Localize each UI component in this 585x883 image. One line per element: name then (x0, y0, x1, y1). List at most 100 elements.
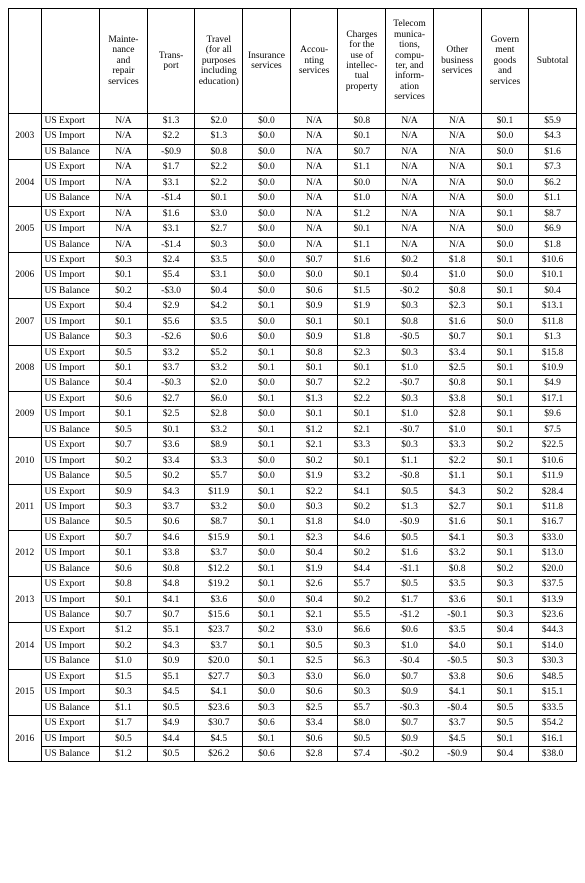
value-cell: $13.0 (529, 546, 577, 561)
value-cell: $4.1 (338, 484, 386, 499)
row-label: US Balance (41, 746, 100, 761)
value-cell: $4.5 (433, 731, 481, 746)
value-cell: $0.6 (147, 515, 195, 530)
col-head-9: Subtotal (529, 9, 577, 114)
value-cell: $11.8 (529, 314, 577, 329)
row-label: US Balance (41, 654, 100, 669)
value-cell: N/A (290, 222, 338, 237)
value-cell: $1.1 (386, 453, 434, 468)
value-cell: $0.5 (100, 345, 148, 360)
table-row: US Balance$1.1$0.5$23.6$0.3$2.5$5.7-$0.3… (9, 700, 577, 715)
value-cell: $4.0 (433, 638, 481, 653)
value-cell: $1.3 (147, 114, 195, 129)
value-cell: $0.5 (386, 484, 434, 499)
value-cell: $0.3 (243, 700, 291, 715)
value-cell: $5.7 (338, 700, 386, 715)
value-cell: $11.9 (529, 469, 577, 484)
value-cell: $10.6 (529, 252, 577, 267)
value-cell: $0.6 (481, 669, 529, 684)
row-label: US Export (41, 438, 100, 453)
table-body: 2003US ExportN/A$1.3$2.0$0.0N/A$0.8N/AN/… (9, 114, 577, 762)
value-cell: $0.0 (243, 546, 291, 561)
value-cell: -$0.2 (386, 283, 434, 298)
value-cell: $13.1 (529, 299, 577, 314)
table-row: US Import$0.3$3.7$3.2$0.0$0.3$0.2$1.3$2.… (9, 499, 577, 514)
value-cell: $4.0 (338, 515, 386, 530)
value-cell: $0.1 (481, 345, 529, 360)
value-cell: $5.6 (147, 314, 195, 329)
value-cell: $0.1 (481, 114, 529, 129)
table-row: US BalanceN/A-$1.4$0.3$0.0N/A$1.1N/AN/A$… (9, 237, 577, 252)
value-cell: $19.2 (195, 577, 243, 592)
services-trade-table: Mainte-nanceandrepairservicesTrans-portT… (8, 8, 577, 762)
value-cell: $0.6 (290, 283, 338, 298)
value-cell: -$0.1 (433, 608, 481, 623)
col-head-2: Travel(for allpurposesincludingeducation… (195, 9, 243, 114)
value-cell: $0.1 (243, 638, 291, 653)
value-cell: $0.0 (243, 129, 291, 144)
table-row: US Import$0.1$5.6$3.5$0.0$0.1$0.1$0.8$1.… (9, 314, 577, 329)
value-cell: $0.5 (386, 530, 434, 545)
value-cell: N/A (100, 237, 148, 252)
value-cell: $3.6 (195, 592, 243, 607)
value-cell: $0.6 (290, 731, 338, 746)
col-head-7: Otherbusinessservices (433, 9, 481, 114)
value-cell: $0.1 (481, 731, 529, 746)
row-label: US Import (41, 268, 100, 283)
value-cell: $0.0 (243, 175, 291, 190)
value-cell: N/A (386, 191, 434, 206)
table-row: 2006US Export$0.3$2.4$3.5$0.0$0.7$1.6$0.… (9, 252, 577, 267)
value-cell: $1.0 (100, 654, 148, 669)
value-cell: $2.8 (433, 407, 481, 422)
value-cell: $1.8 (338, 330, 386, 345)
value-cell: $0.0 (243, 237, 291, 252)
value-cell: $3.2 (195, 361, 243, 376)
value-cell: $6.2 (529, 175, 577, 190)
row-label: US Export (41, 252, 100, 267)
table-row: US ImportN/A$3.1$2.7$0.0N/A$0.1N/AN/A$0.… (9, 222, 577, 237)
value-cell: $0.1 (481, 469, 529, 484)
value-cell: $0.6 (100, 391, 148, 406)
value-cell: $3.0 (195, 206, 243, 221)
value-cell: $0.7 (100, 438, 148, 453)
value-cell: $3.7 (433, 716, 481, 731)
row-label: US Balance (41, 144, 100, 159)
row-label: US Export (41, 530, 100, 545)
table-row: US ImportN/A$2.2$1.3$0.0N/A$0.1N/AN/A$0.… (9, 129, 577, 144)
value-cell: $3.3 (433, 438, 481, 453)
value-cell: $0.2 (100, 638, 148, 653)
value-cell: $1.3 (195, 129, 243, 144)
year-cell: 2003 (9, 114, 42, 160)
value-cell: $3.0 (290, 623, 338, 638)
value-cell: $0.2 (290, 453, 338, 468)
value-cell: $0.1 (243, 484, 291, 499)
value-cell: $2.8 (290, 746, 338, 761)
value-cell: $0.3 (386, 438, 434, 453)
value-cell: $2.5 (147, 407, 195, 422)
value-cell: $0.0 (243, 144, 291, 159)
value-cell: $4.5 (147, 685, 195, 700)
value-cell: N/A (290, 129, 338, 144)
value-cell: $17.1 (529, 391, 577, 406)
value-cell: $1.3 (290, 391, 338, 406)
value-cell: $0.1 (243, 731, 291, 746)
value-cell: $3.7 (147, 361, 195, 376)
value-cell: $20.0 (529, 561, 577, 576)
value-cell: $0.1 (243, 515, 291, 530)
value-cell: $0.1 (100, 314, 148, 329)
value-cell: $0.4 (195, 283, 243, 298)
table-row: 2008US Export$0.5$3.2$5.2$0.1$0.8$2.3$0.… (9, 345, 577, 360)
row-label: US Import (41, 685, 100, 700)
value-cell: $0.1 (481, 206, 529, 221)
table-row: US Balance$0.2-$3.0$0.4$0.0$0.6$1.5-$0.2… (9, 283, 577, 298)
table-row: US Import$0.5$4.4$4.5$0.1$0.6$0.5$0.9$4.… (9, 731, 577, 746)
value-cell: $16.1 (529, 731, 577, 746)
row-label: US Export (41, 577, 100, 592)
value-cell: $0.6 (243, 716, 291, 731)
value-cell: $0.0 (243, 376, 291, 391)
row-label: US Export (41, 391, 100, 406)
value-cell: $3.4 (147, 453, 195, 468)
col-head-0: Mainte-nanceandrepairservices (100, 9, 148, 114)
value-cell: $1.1 (338, 237, 386, 252)
value-cell: $0.9 (290, 330, 338, 345)
